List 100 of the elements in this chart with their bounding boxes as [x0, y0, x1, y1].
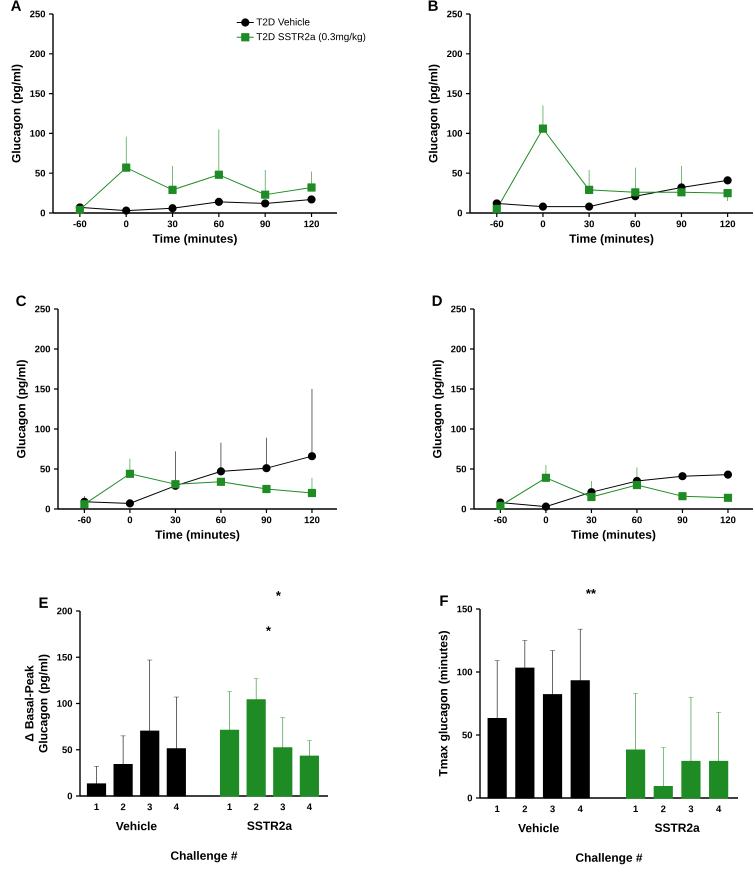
x-tick-label: 60	[630, 220, 640, 228]
x-tick-label: 4	[306, 804, 312, 810]
x-tick-label: -60	[78, 516, 91, 524]
y-tick-label: 150	[57, 654, 72, 661]
point	[724, 494, 732, 502]
x-tick-label: 3	[147, 804, 152, 810]
point	[542, 502, 550, 511]
x-tick-label: 120	[720, 220, 736, 228]
chart-title: F	[440, 596, 448, 606]
y-tick-label: 200	[35, 346, 50, 352]
point	[496, 502, 505, 510]
x-tick-label: 1	[228, 804, 232, 810]
x-tick-label: 1	[634, 806, 638, 812]
x-tick-label: 3	[280, 804, 286, 810]
x-tick-label: 2	[522, 806, 528, 812]
y-axis-title: Glucagon (pg/ml)	[16, 360, 28, 458]
point	[631, 188, 640, 196]
point	[678, 492, 687, 500]
y-tick-label: 0	[468, 794, 472, 802]
y-tick-label: 100	[451, 426, 466, 432]
y-tick-label: 0	[462, 506, 466, 512]
y-axis-title: Tmax glucagon (minutes)	[438, 631, 450, 776]
chart-title: E	[40, 598, 48, 608]
point	[262, 464, 271, 472]
chart-title: A	[11, 0, 22, 11]
x-axis-title: Challenge #	[170, 851, 238, 862]
point	[76, 206, 84, 214]
y-axis-title: Δ Basal-Peak Glucagon (pg/ml)	[24, 654, 50, 752]
x-tick-label: 60	[632, 516, 642, 524]
y-tick-label: 50	[456, 466, 466, 472]
text: Vehicle	[116, 822, 157, 830]
point	[262, 484, 271, 494]
point	[678, 472, 687, 480]
point	[677, 188, 686, 196]
x-tick-label: 0	[124, 220, 128, 228]
x-axis-title: Time (minutes)	[152, 234, 237, 246]
x-tick-label: -60	[490, 220, 504, 228]
y-tick-label: 50	[452, 170, 462, 177]
point	[261, 199, 270, 208]
point	[492, 204, 501, 214]
point	[542, 474, 550, 482]
y-tick-label: 200	[451, 346, 466, 352]
x-tick-label: 90	[676, 220, 686, 228]
y-tick-label: 0	[40, 210, 46, 216]
x-tick-label: 4	[578, 806, 583, 812]
x-tick-label: 90	[262, 516, 272, 524]
x-tick-label: 2	[660, 806, 666, 812]
y-tick-label: 150	[447, 90, 462, 97]
x-tick-label: 60	[214, 220, 224, 228]
x-tick-label: 30	[586, 516, 596, 524]
point	[122, 164, 130, 172]
text: **	[586, 589, 596, 594]
y-axis-title: Glucagon (pg/ml)	[12, 64, 23, 162]
y-tick-label: 100	[57, 700, 72, 707]
text: SSTR2a	[654, 824, 700, 832]
y-tick-label: 200	[30, 50, 46, 58]
x-tick-label: 120	[304, 220, 320, 228]
y-tick-label: 50	[40, 466, 50, 472]
x-tick-label: 3	[688, 806, 694, 812]
x-axis-title: Time (minutes)	[571, 530, 656, 542]
chart-title: C	[16, 296, 26, 306]
point	[126, 470, 134, 478]
annotation: *	[266, 626, 271, 632]
point	[168, 186, 177, 194]
x-tick-label: 0	[540, 220, 546, 228]
point	[307, 195, 316, 204]
x-axis-title: Time (minutes)	[569, 234, 654, 246]
x-tick-label: 4	[716, 806, 722, 812]
point	[632, 480, 642, 490]
y-tick-label: 100	[447, 130, 462, 137]
x-axis-title: Challenge #	[576, 853, 642, 864]
point	[126, 499, 134, 508]
x-tick-label: 2	[254, 804, 258, 810]
y-tick-label: 100	[30, 130, 46, 137]
legend-label: T2D SSTR2a (0.3mg/kg)	[256, 32, 366, 42]
x-tick-label: 30	[170, 516, 180, 524]
x-tick-label: -60	[494, 516, 507, 524]
y-tick-label: 100	[457, 668, 472, 676]
point	[585, 186, 594, 194]
y-axis-title: Glucagon (pg/ml)	[432, 360, 444, 458]
point	[538, 202, 548, 211]
y-axis-title: Glucagon (pg/ml)	[428, 64, 440, 162]
text: Vehicle	[518, 824, 559, 832]
y-tick-label: 0	[46, 506, 50, 512]
y-tick-label: 150	[457, 606, 472, 612]
point	[80, 500, 88, 508]
legend-label: T2D Vehicle	[256, 18, 310, 26]
point	[308, 488, 316, 498]
point	[216, 478, 226, 486]
y-tick-label: 150	[30, 90, 46, 97]
x-tick-label: 30	[584, 220, 594, 228]
y-tick-label: 150	[35, 386, 50, 392]
point	[587, 492, 596, 502]
y-tick-label: 100	[35, 426, 50, 432]
y-tick-label: 250	[451, 306, 466, 312]
point	[216, 467, 226, 476]
x-tick-label: 3	[550, 806, 555, 812]
point	[261, 190, 270, 199]
x-tick-label: 1	[94, 804, 99, 810]
y-tick-label: 250	[35, 306, 50, 312]
